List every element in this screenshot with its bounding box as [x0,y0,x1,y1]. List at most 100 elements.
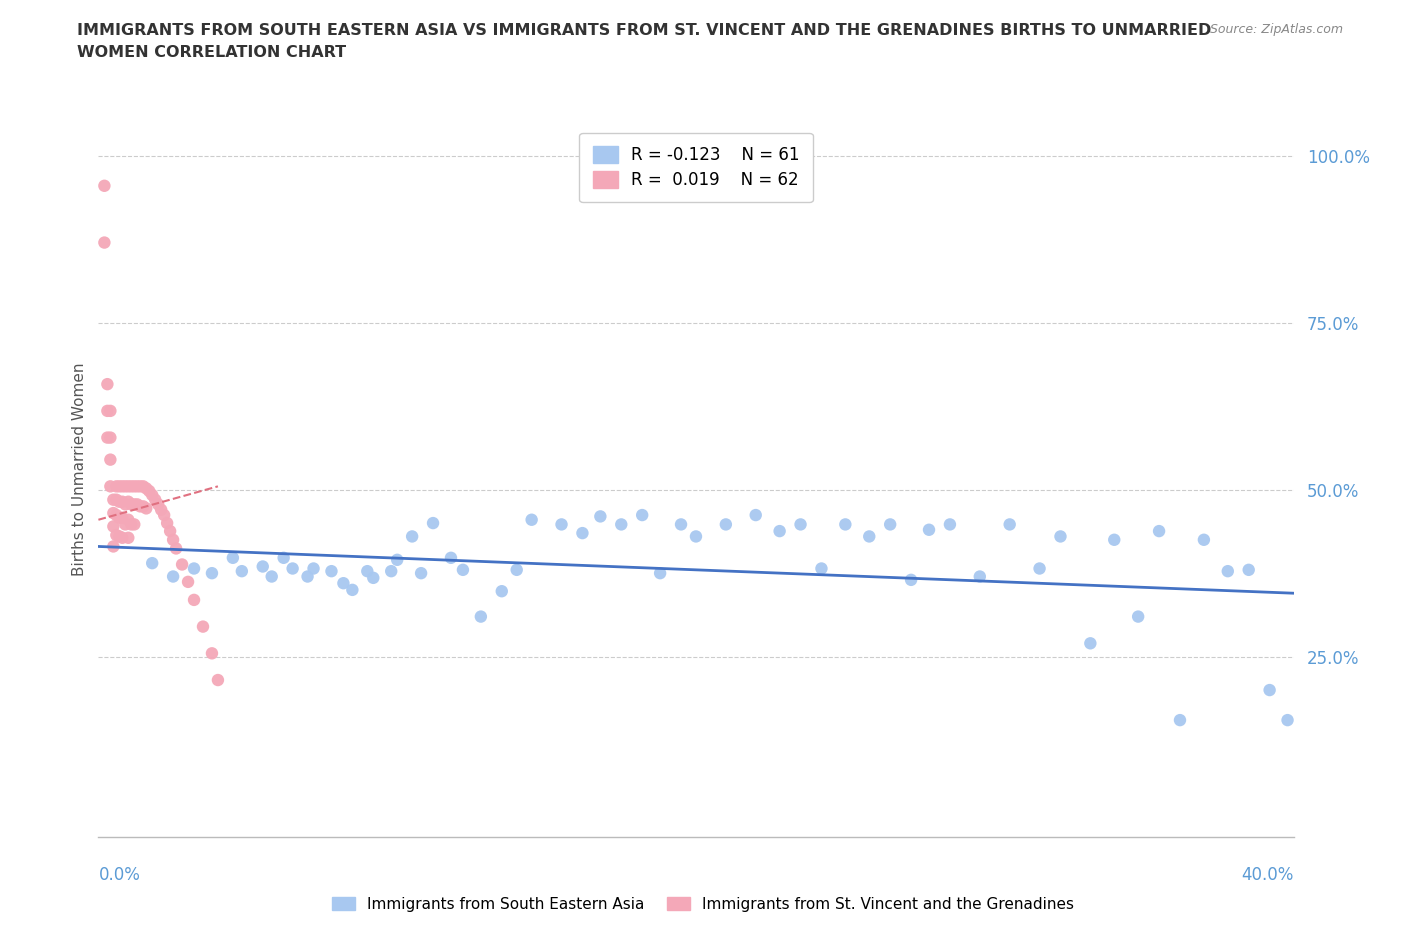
Point [650,565,672,580]
Point [141,487,163,502]
Point [363,570,385,585]
Point [918,523,941,538]
Point [520,512,543,527]
Point [183,561,205,576]
Point [1192,532,1215,547]
Point [1080,636,1102,651]
Point [302,561,325,576]
Point [769,524,792,538]
Point [108,529,131,544]
Point [385,552,409,567]
Point [207,672,229,687]
Point [380,564,402,578]
Point [156,515,179,530]
Point [745,508,768,523]
Point [114,497,136,512]
Point [127,479,149,494]
Point [124,497,146,512]
Legend: R = -0.123    N = 61, R =  0.019    N = 62: R = -0.123 N = 61, R = 0.019 N = 62 [579,133,813,203]
Point [108,511,131,525]
Point [150,502,173,517]
Point [135,481,157,496]
Point [143,492,166,507]
Point [969,569,991,584]
Point [222,551,245,565]
Point [148,497,170,512]
Point [342,582,364,597]
Point [183,592,205,607]
Point [571,525,593,540]
Point [103,492,125,507]
Point [589,509,612,524]
Point [1258,683,1281,698]
Point [129,479,152,494]
Point [470,609,492,624]
Point [98,404,122,418]
Point [172,557,194,572]
Point [789,517,811,532]
Point [103,539,125,554]
Point [900,573,922,588]
Point [1049,529,1071,544]
Point [440,551,463,565]
Text: 0.0%: 0.0% [98,867,141,884]
Point [98,431,122,445]
Y-axis label: Births to Unmarried Women: Births to Unmarried Women [72,363,87,577]
Point [117,479,139,494]
Point [132,479,155,494]
Point [1216,564,1239,578]
Point [96,431,118,445]
Point [201,646,224,661]
Point [1168,712,1191,727]
Text: IMMIGRANTS FROM SOUTH EASTERN ASIA VS IMMIGRANTS FROM ST. VINCENT AND THE GRENAD: IMMIGRANTS FROM SOUTH EASTERN ASIA VS IM… [77,23,1212,38]
Point [714,517,737,532]
Point [96,377,118,392]
Point [93,179,115,193]
Point [138,484,160,498]
Point [120,497,142,512]
Point [879,517,901,532]
Point [231,564,253,578]
Point [159,524,181,538]
Point [124,517,146,532]
Point [669,517,692,532]
Point [834,517,856,532]
Point [321,564,343,578]
Point [273,551,295,565]
Point [111,494,134,509]
Point [162,569,184,584]
Point [120,479,142,494]
Point [105,479,128,494]
Point [111,530,134,545]
Point [114,517,136,532]
Point [550,517,572,532]
Point [124,479,146,494]
Point [1128,609,1150,624]
Point [939,517,962,532]
Point [281,561,304,576]
Point [162,532,184,547]
Point [201,565,224,580]
Point [135,501,157,516]
Point [631,508,654,523]
Point [117,494,139,509]
Point [506,563,529,578]
Point [117,530,139,545]
Point [1147,524,1170,538]
Point [111,511,134,525]
Point [332,576,354,591]
Point [108,494,131,509]
Point [491,584,513,599]
Point [998,517,1021,532]
Point [141,556,163,571]
Point [117,512,139,527]
Text: Source: ZipAtlas.com: Source: ZipAtlas.com [1209,23,1343,36]
Point [191,619,214,634]
Point [98,479,122,494]
Point [1028,561,1050,576]
Text: 40.0%: 40.0% [1241,867,1294,884]
Point [451,563,474,578]
Point [132,499,155,514]
Legend: Immigrants from South Eastern Asia, Immigrants from St. Vincent and the Grenadin: Immigrants from South Eastern Asia, Immi… [326,890,1080,918]
Point [610,517,633,532]
